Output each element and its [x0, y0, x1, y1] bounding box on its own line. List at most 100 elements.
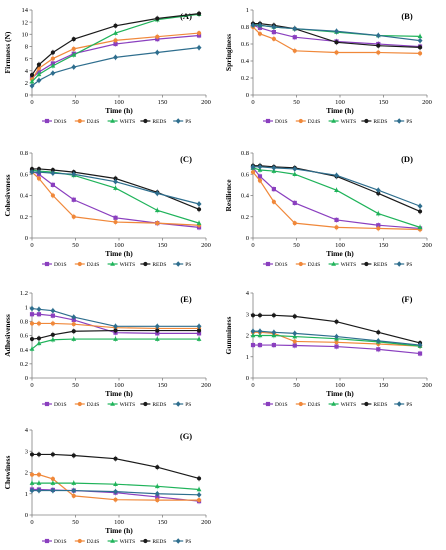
legend-marker: [110, 261, 115, 266]
y-tick-label: 1: [246, 7, 249, 14]
data-point-d01s: [29, 312, 35, 317]
chart-panel-b: 0 0.2 0.4 0.6 0.8 1 0 50 100 150 200 Time (h) Spring…: [224, 7, 432, 125]
legend: D01S D24S WHTS REDS PS: [263, 401, 412, 408]
x-tick-label: 0: [30, 242, 33, 249]
y-tick-label: 0: [246, 375, 249, 382]
data-point-reds: [113, 456, 118, 461]
x-tick-label: 200: [201, 242, 211, 249]
y-tick-label: 1: [25, 491, 28, 498]
y-axis-title: Resilience: [224, 179, 233, 212]
data-point-ps: [271, 329, 277, 336]
data-point-d24s: [334, 340, 339, 345]
y-tick-label: 6: [25, 56, 29, 63]
data-point-ps: [36, 169, 42, 175]
data-point-reds: [71, 453, 76, 458]
data-point-reds: [417, 45, 423, 50]
y-tick-label: 0.8: [20, 319, 28, 326]
y-tick-label: 0.4: [20, 193, 29, 200]
data-point-whts: [50, 63, 56, 68]
legend-marker: [265, 401, 271, 407]
legend-marker: [396, 261, 402, 267]
legend-item-whts: WHTS: [341, 402, 357, 408]
legend-item-d24s: D24S: [87, 262, 100, 268]
x-tick-label: 100: [114, 382, 124, 389]
legend-item-whts: WHTS: [120, 402, 136, 408]
data-point-d01s: [257, 174, 263, 179]
x-tick-label: 50: [293, 99, 300, 106]
y-tick-label: 0.6: [20, 171, 29, 178]
y-tick-label: 1: [246, 354, 249, 361]
legend-marker: [265, 261, 271, 267]
legend-item-d01s: D01S: [275, 402, 288, 408]
legend-marker: [331, 401, 336, 406]
data-point-d01s: [71, 197, 76, 202]
y-tick-label: 4: [25, 68, 29, 75]
data-point-reds: [271, 313, 276, 318]
data-point-d01s: [292, 200, 297, 206]
data-point-ps: [29, 83, 35, 89]
y-tick-label: 0.4: [241, 193, 250, 200]
data-point-d24s: [50, 193, 55, 198]
x-tick-label: 100: [335, 242, 345, 249]
data-point-reds: [155, 328, 160, 333]
x-tick-label: 100: [114, 519, 124, 526]
panel-label: (F): [402, 294, 413, 304]
data-point-d24s: [292, 48, 297, 53]
data-point-ps: [29, 305, 35, 312]
y-tick-label: 8: [25, 44, 28, 51]
legend-item-d24s: D24S: [308, 402, 321, 408]
data-point-d01s: [113, 41, 118, 47]
data-point-reds: [417, 209, 423, 214]
data-point-d24s: [71, 493, 76, 498]
data-point-ps: [154, 49, 160, 56]
panel-label: (D): [401, 154, 413, 164]
y-tick-label: 0.4: [241, 58, 250, 65]
legend: D01S D24S WHTS REDS PS: [263, 261, 412, 268]
data-point-reds: [292, 314, 297, 319]
legend-marker: [298, 401, 303, 407]
data-point-d24s: [113, 38, 118, 43]
legend-marker: [77, 261, 82, 267]
legend-item-reds: REDS: [152, 119, 166, 125]
data-point-ps: [375, 32, 381, 39]
data-point-d01s: [334, 344, 339, 349]
data-point-reds: [334, 319, 339, 324]
legend-item-reds: REDS: [152, 539, 166, 545]
legend-marker: [298, 261, 303, 267]
legend-item-d01s: D01S: [275, 262, 288, 268]
x-tick-label: 150: [158, 519, 168, 526]
data-point-reds: [250, 313, 256, 318]
legend: D01S D24S WHTS REDS PS: [42, 118, 191, 125]
data-point-reds: [155, 16, 160, 21]
data-point-whts: [292, 171, 298, 177]
data-point-d24s: [257, 31, 263, 36]
data-point-whts: [71, 480, 77, 485]
legend-marker: [110, 118, 115, 123]
legend-item-ps: PS: [185, 119, 191, 125]
data-point-ps: [196, 201, 202, 207]
legend-item-d24s: D24S: [87, 119, 100, 125]
legend-item-ps: PS: [406, 119, 412, 125]
data-point-ps: [71, 171, 77, 177]
data-point-d24s: [71, 322, 76, 327]
data-point-ps: [417, 203, 423, 209]
data-point-ps: [250, 328, 256, 334]
legend-item-reds: REDS: [152, 262, 166, 268]
data-point-ps: [196, 44, 202, 51]
y-tick-label: 0.8: [20, 150, 28, 157]
legend-item-ps: PS: [406, 262, 412, 268]
x-tick-label: 0: [30, 382, 33, 389]
x-tick-label: 200: [422, 99, 432, 106]
data-point-reds: [50, 332, 55, 337]
y-tick-label: 0.8: [241, 150, 249, 157]
data-point-reds: [36, 166, 42, 172]
y-axis-title: Cohesiveness: [3, 174, 12, 216]
data-point-d24s: [155, 34, 160, 39]
data-point-ps: [334, 333, 340, 340]
legend-marker: [175, 118, 181, 124]
legend-item-reds: REDS: [373, 119, 387, 125]
legend-item-whts: WHTS: [120, 539, 136, 545]
y-tick-label: 14: [22, 7, 29, 14]
data-point-d24s: [36, 321, 42, 326]
data-point-reds: [50, 50, 55, 55]
